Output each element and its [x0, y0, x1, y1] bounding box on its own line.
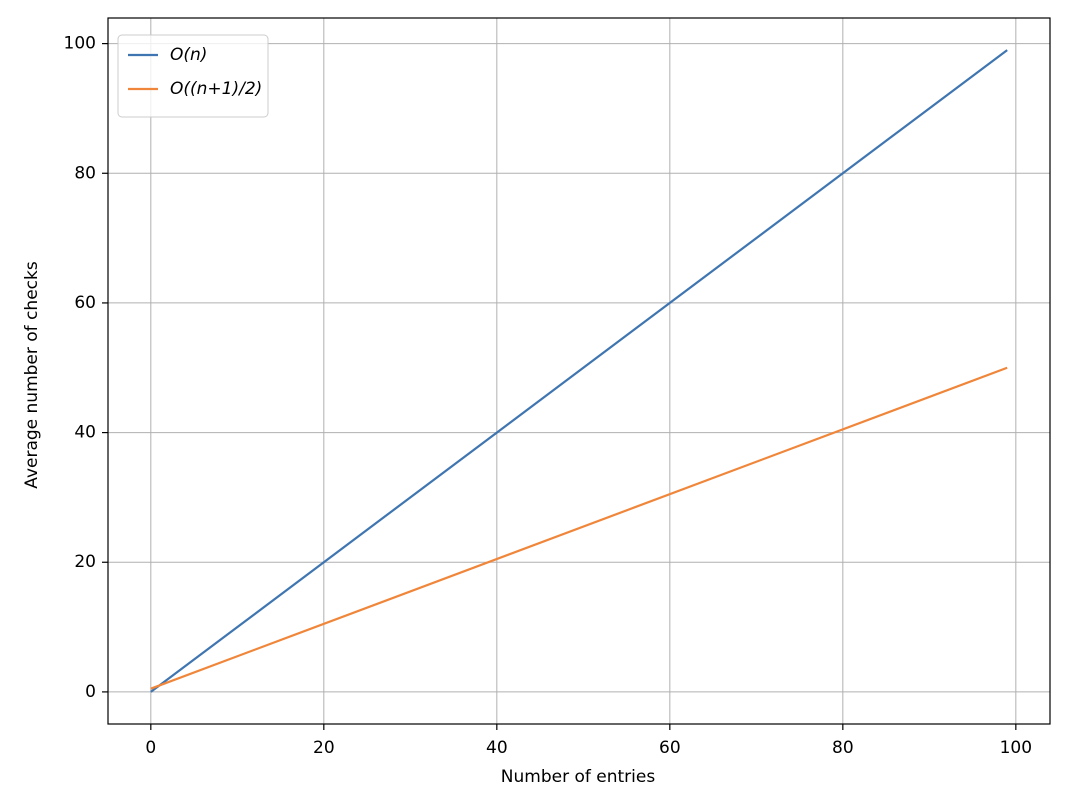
- legend-label: O(n): [170, 45, 207, 65]
- y-tick-label: 20: [74, 552, 96, 572]
- line: [150, 49, 1008, 693]
- y-tick-label: 60: [74, 293, 96, 313]
- x-tick-label: 40: [486, 738, 508, 758]
- x-tick-label: 100: [1000, 738, 1032, 758]
- legend-label: O((n+1)/2): [170, 79, 262, 99]
- y-tick-label: 100: [64, 34, 96, 54]
- x-tick-label: 80: [832, 738, 854, 758]
- x-tick-label: 0: [145, 738, 156, 758]
- y-tick-label: 0: [85, 682, 96, 702]
- x-axis-label: Number of entries: [501, 767, 656, 787]
- y-tick-label: 80: [74, 163, 96, 183]
- x-tick-label: 20: [313, 738, 335, 758]
- x-tick-label: 60: [659, 738, 681, 758]
- plot-frame: [107, 17, 1051, 725]
- y-axis-label: Average number of checks: [22, 261, 42, 489]
- line: [150, 366, 1008, 690]
- y-tick-label: 40: [74, 423, 96, 443]
